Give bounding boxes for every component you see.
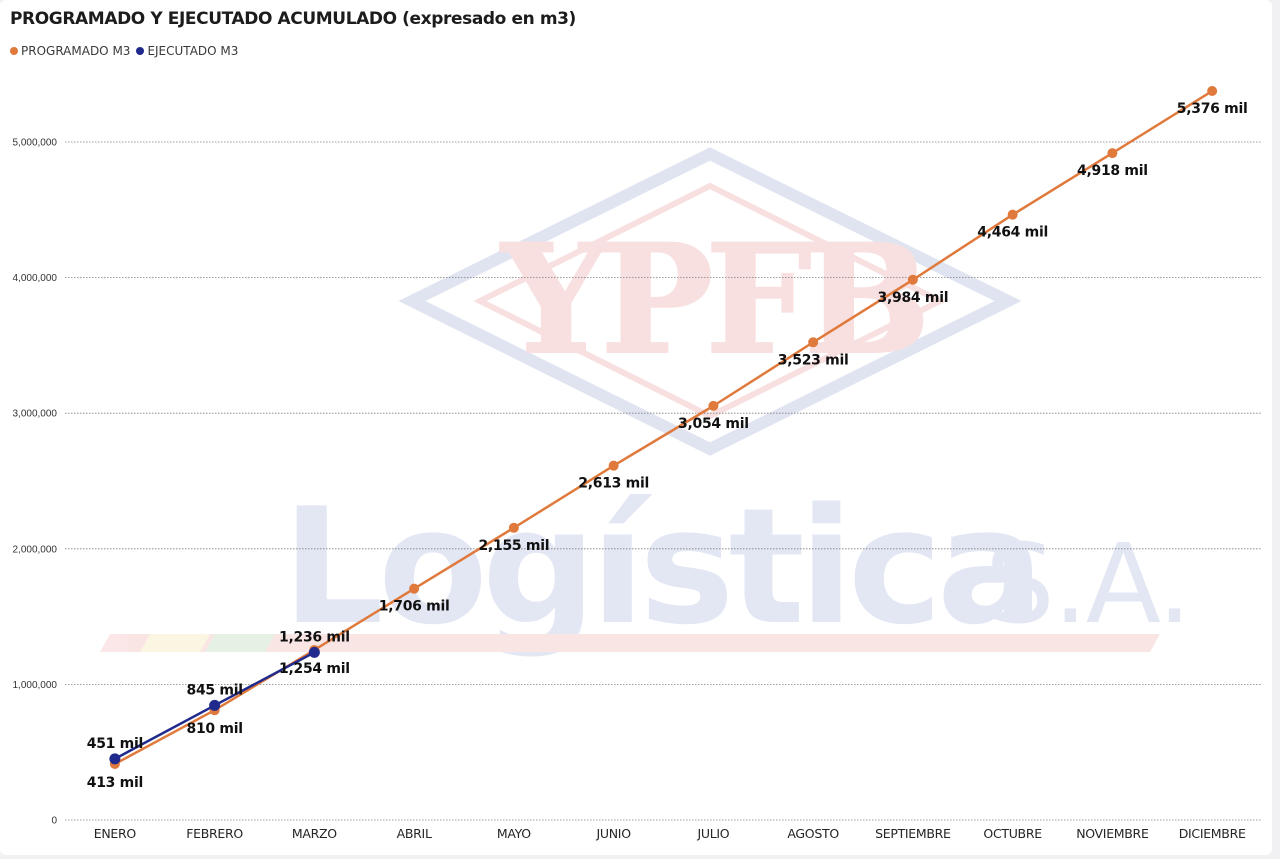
x-tick-label: ENERO <box>94 826 137 841</box>
svg-text:Logística: Logística <box>282 473 1039 660</box>
data-label-programado: 413 mil <box>87 775 143 791</box>
x-tick-label: OCTUBRE <box>983 826 1042 841</box>
chart-gridlines <box>65 141 1262 821</box>
y-tick-label: 1,000,000 <box>13 680 58 691</box>
data-label-ejecutado: 1,236 mil <box>279 629 350 645</box>
x-tick-label: MAYO <box>497 826 531 841</box>
x-tick-label: NOVIEMBRE <box>1076 826 1149 841</box>
x-axis: ENERO FEBRERO MARZO ABRIL MAYO JUNIO JULIO AGOS… <box>94 826 1246 841</box>
y-tick-label: 5,000,000 <box>13 138 58 149</box>
data-label-programado: 2,613 mil <box>578 476 649 492</box>
data-point-programado <box>1007 209 1018 220</box>
data-label-ejecutado: 845 mil <box>187 682 243 698</box>
data-label-programado: 4,918 mil <box>1077 163 1148 179</box>
data-label-programado: 3,523 mil <box>778 352 849 368</box>
chart-legend: PROGRAMADO M3 EJECUTADO M3 <box>10 44 244 58</box>
legend-marker-programado <box>10 47 18 55</box>
x-tick-label: DICIEMBRE <box>1179 826 1246 841</box>
x-tick-label: ABRIL <box>397 826 432 841</box>
data-point-ejecutado <box>209 699 221 711</box>
data-label-programado: 2,155 mil <box>479 538 550 554</box>
chart-series <box>109 86 1218 769</box>
x-tick-label: AGOSTO <box>787 826 839 841</box>
data-label-programado: 5,376 mil <box>1177 101 1248 117</box>
data-point-programado <box>1207 86 1218 97</box>
x-tick-label: JULIO <box>696 826 729 841</box>
data-point-programado <box>808 337 819 348</box>
data-label-ejecutado: 451 mil <box>87 736 143 752</box>
data-label-programado: 810 mil <box>187 721 243 737</box>
data-label-programado: 3,984 mil <box>878 290 949 306</box>
data-label-programado: 1,254 mil <box>279 661 350 677</box>
x-tick-label: MARZO <box>292 826 337 841</box>
legend-label-ejecutado: EJECUTADO M3 <box>147 44 239 58</box>
data-point-programado <box>708 400 719 411</box>
data-labels: 413 mil 810 mil 1,254 mil 1,706 mil 2,155 mi… <box>87 101 1248 791</box>
y-tick-label: 0 <box>51 816 57 827</box>
y-tick-label: 3,000,000 <box>13 409 58 420</box>
legend-item-ejecutado[interactable]: EJECUTADO M3 <box>136 44 238 58</box>
data-point-programado <box>608 460 619 471</box>
data-label-programado: 3,054 mil <box>678 416 749 432</box>
watermark-logo: YPFB Logística S.A. <box>100 147 1192 660</box>
data-point-programado <box>907 274 918 285</box>
legend-item-programado[interactable]: PROGRAMADO M3 <box>10 44 130 58</box>
legend-marker-ejecutado <box>136 47 145 55</box>
x-tick-label: FEBRERO <box>186 826 243 841</box>
y-tick-label: 4,000,000 <box>13 273 58 284</box>
data-point-programado <box>508 522 519 533</box>
data-point-ejecutado <box>109 753 121 765</box>
data-point-programado <box>409 583 420 594</box>
legend-label-programado: PROGRAMADO M3 <box>21 44 131 58</box>
chart-title: PROGRAMADO Y EJECUTADO ACUMULADO (expres… <box>10 9 576 29</box>
y-tick-label: 2,000,000 <box>13 544 58 555</box>
svg-text:S.A.: S.A. <box>985 520 1190 648</box>
data-point-ejecutado <box>308 646 320 658</box>
x-tick-label: JUNIO <box>596 826 632 841</box>
data-point-programado <box>1107 148 1118 159</box>
svg-text:YPFB: YPFB <box>499 212 922 388</box>
y-axis: 0 1,000,000 2,000,000 3,000,000 4,000,000 5,0… <box>13 138 58 827</box>
x-tick-label: SEPTIEMBRE <box>875 826 951 841</box>
data-label-programado: 1,706 mil <box>379 599 450 615</box>
data-label-programado: 4,464 mil <box>977 225 1048 241</box>
